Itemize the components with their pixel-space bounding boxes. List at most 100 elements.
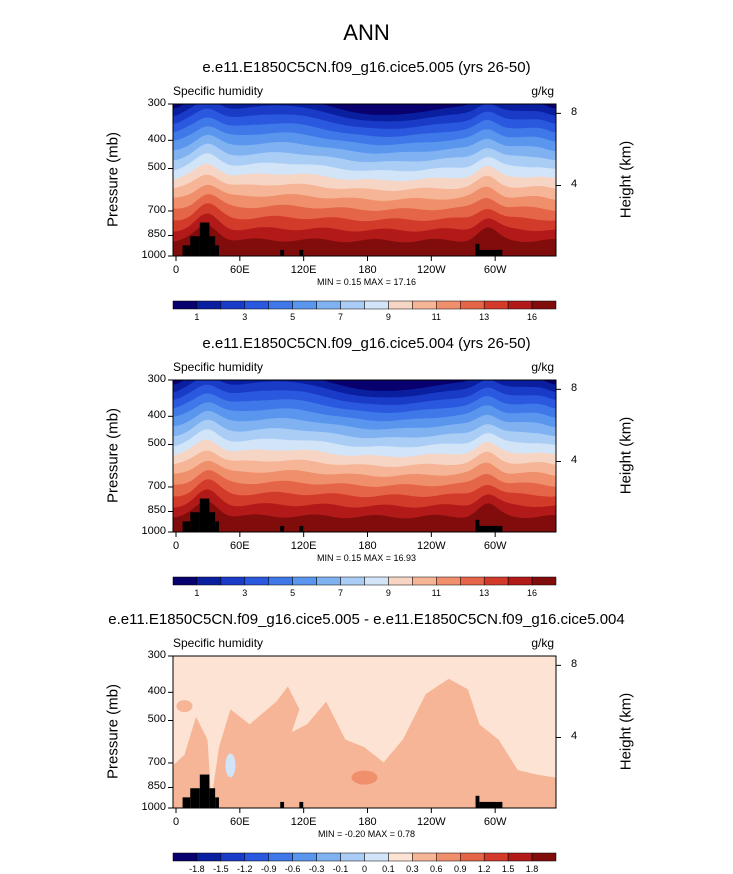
colorbar-label: 1	[194, 312, 200, 322]
topography	[199, 774, 210, 808]
colorbar-swatch	[436, 576, 461, 586]
colorbar-swatch	[388, 576, 413, 586]
colorbar-swatch	[340, 852, 365, 862]
colorbar-swatch	[340, 300, 365, 310]
plot-frame	[172, 379, 557, 533]
topography	[215, 521, 219, 532]
colorbar-swatch	[196, 300, 222, 310]
x-tick-label: 180	[358, 540, 377, 552]
colorbar-swatch	[531, 300, 557, 310]
colorbar-label: 0.9	[453, 864, 467, 874]
topography	[475, 519, 480, 532]
colorbar-swatch	[507, 576, 533, 586]
topography	[280, 801, 285, 808]
y2-tick-label: 8	[571, 382, 578, 395]
topography	[190, 788, 200, 808]
variable-label: Specific humidity	[173, 360, 264, 374]
topography	[299, 525, 304, 532]
topography	[215, 245, 219, 256]
y-axis-label: Pressure (mb)	[104, 131, 122, 228]
colorbar-swatch	[436, 852, 461, 862]
x-tick-label: 0	[172, 264, 180, 276]
colorbar-swatch	[460, 576, 485, 586]
min-max-stats: MIN = 0.15 MAX = 16.93	[316, 553, 417, 563]
colorbar-swatch	[340, 576, 365, 586]
y-tick-label: 400	[147, 685, 166, 698]
x-tick-label: 120W	[416, 816, 446, 828]
colorbar-swatch	[316, 576, 341, 586]
colorbar-swatch	[268, 576, 293, 586]
colorbar-swatch	[172, 852, 198, 862]
colorbar-swatch	[220, 576, 246, 586]
units-label: g/kg	[531, 636, 554, 650]
colorbar-label: 11	[431, 312, 441, 322]
y-tick-label: 400	[147, 409, 166, 422]
topography	[182, 521, 191, 532]
colorbar-label: 1.8	[525, 864, 539, 874]
colorbar-swatch	[388, 300, 413, 310]
heatmap-region-negative	[225, 753, 236, 778]
y-tick-label: 300	[147, 649, 166, 661]
colorbar-swatch	[364, 576, 389, 586]
plot-frame	[172, 103, 557, 257]
colorbar-label: 9	[385, 588, 391, 598]
colorbar-label: -1.8	[189, 864, 205, 874]
topography	[280, 525, 285, 532]
x-tick-label: 120E	[290, 264, 317, 276]
y-tick-label: 850	[147, 780, 166, 793]
panel-title: e.e11.E1850C5CN.f09_g16.cice5.004 (yrs 2…	[202, 335, 531, 352]
colorbar-swatch	[436, 300, 461, 310]
topography	[299, 249, 304, 256]
heatmap-field-1	[173, 104, 556, 256]
colorbar-label: 7	[338, 312, 344, 322]
colorbar-swatch	[292, 852, 317, 862]
topography	[280, 249, 285, 256]
x-tick-label: 120W	[416, 264, 446, 276]
x-tick-label: 120W	[416, 540, 446, 552]
colorbar-label: -0.1	[332, 864, 349, 874]
colorbar-label: 1.5	[501, 864, 515, 874]
colorbar-swatch	[412, 300, 437, 310]
colorbar-swatch	[292, 576, 317, 586]
y-tick-label: 1000	[141, 525, 166, 537]
topography	[475, 795, 480, 808]
x-tick-label: 180	[358, 264, 377, 276]
y-tick-label: 700	[147, 203, 166, 216]
colorbar-label: 11	[431, 588, 441, 598]
y2-axis-label: Height (km)	[617, 692, 635, 771]
heatmap-region-max	[351, 770, 378, 785]
x-tick-label: 0	[172, 816, 180, 828]
y-tick-label: 700	[147, 755, 166, 768]
colorbar-swatch	[268, 300, 293, 310]
colorbar-swatch	[483, 576, 509, 586]
y-tick-label: 1000	[141, 801, 166, 813]
colorbar-swatch	[292, 300, 317, 310]
heatmap-band	[173, 380, 556, 391]
colorbar-swatch	[244, 852, 269, 862]
colorbar-swatch	[364, 852, 389, 862]
y2-tick-label: 4	[571, 730, 578, 743]
topography	[209, 236, 216, 256]
colorbar-label: -0.6	[284, 864, 301, 874]
colorbar-label: 1	[194, 588, 200, 598]
colorbar-swatch	[412, 576, 437, 586]
colorbar-label: 16	[527, 588, 538, 598]
y-tick-label: 500	[147, 437, 166, 450]
x-tick-label: 120E	[290, 816, 317, 828]
colorbar-swatch	[196, 852, 222, 862]
heatmap-region-positive	[173, 678, 556, 808]
y-tick-label: 300	[147, 97, 166, 109]
y-tick-label: 850	[147, 504, 166, 517]
colorbar-swatch	[483, 852, 509, 862]
x-tick-label: 0	[172, 540, 180, 552]
y-tick-label: 850	[147, 228, 166, 241]
colorbar-swatch	[388, 852, 413, 862]
topography	[299, 801, 304, 808]
topography	[182, 245, 191, 256]
y-tick-label: 1000	[141, 249, 166, 261]
x-tick-label: 60E	[230, 540, 250, 552]
colorbar-swatch	[316, 852, 341, 862]
colorbar-label: -1.5	[213, 864, 229, 874]
colorbar-label: 13	[479, 312, 490, 322]
